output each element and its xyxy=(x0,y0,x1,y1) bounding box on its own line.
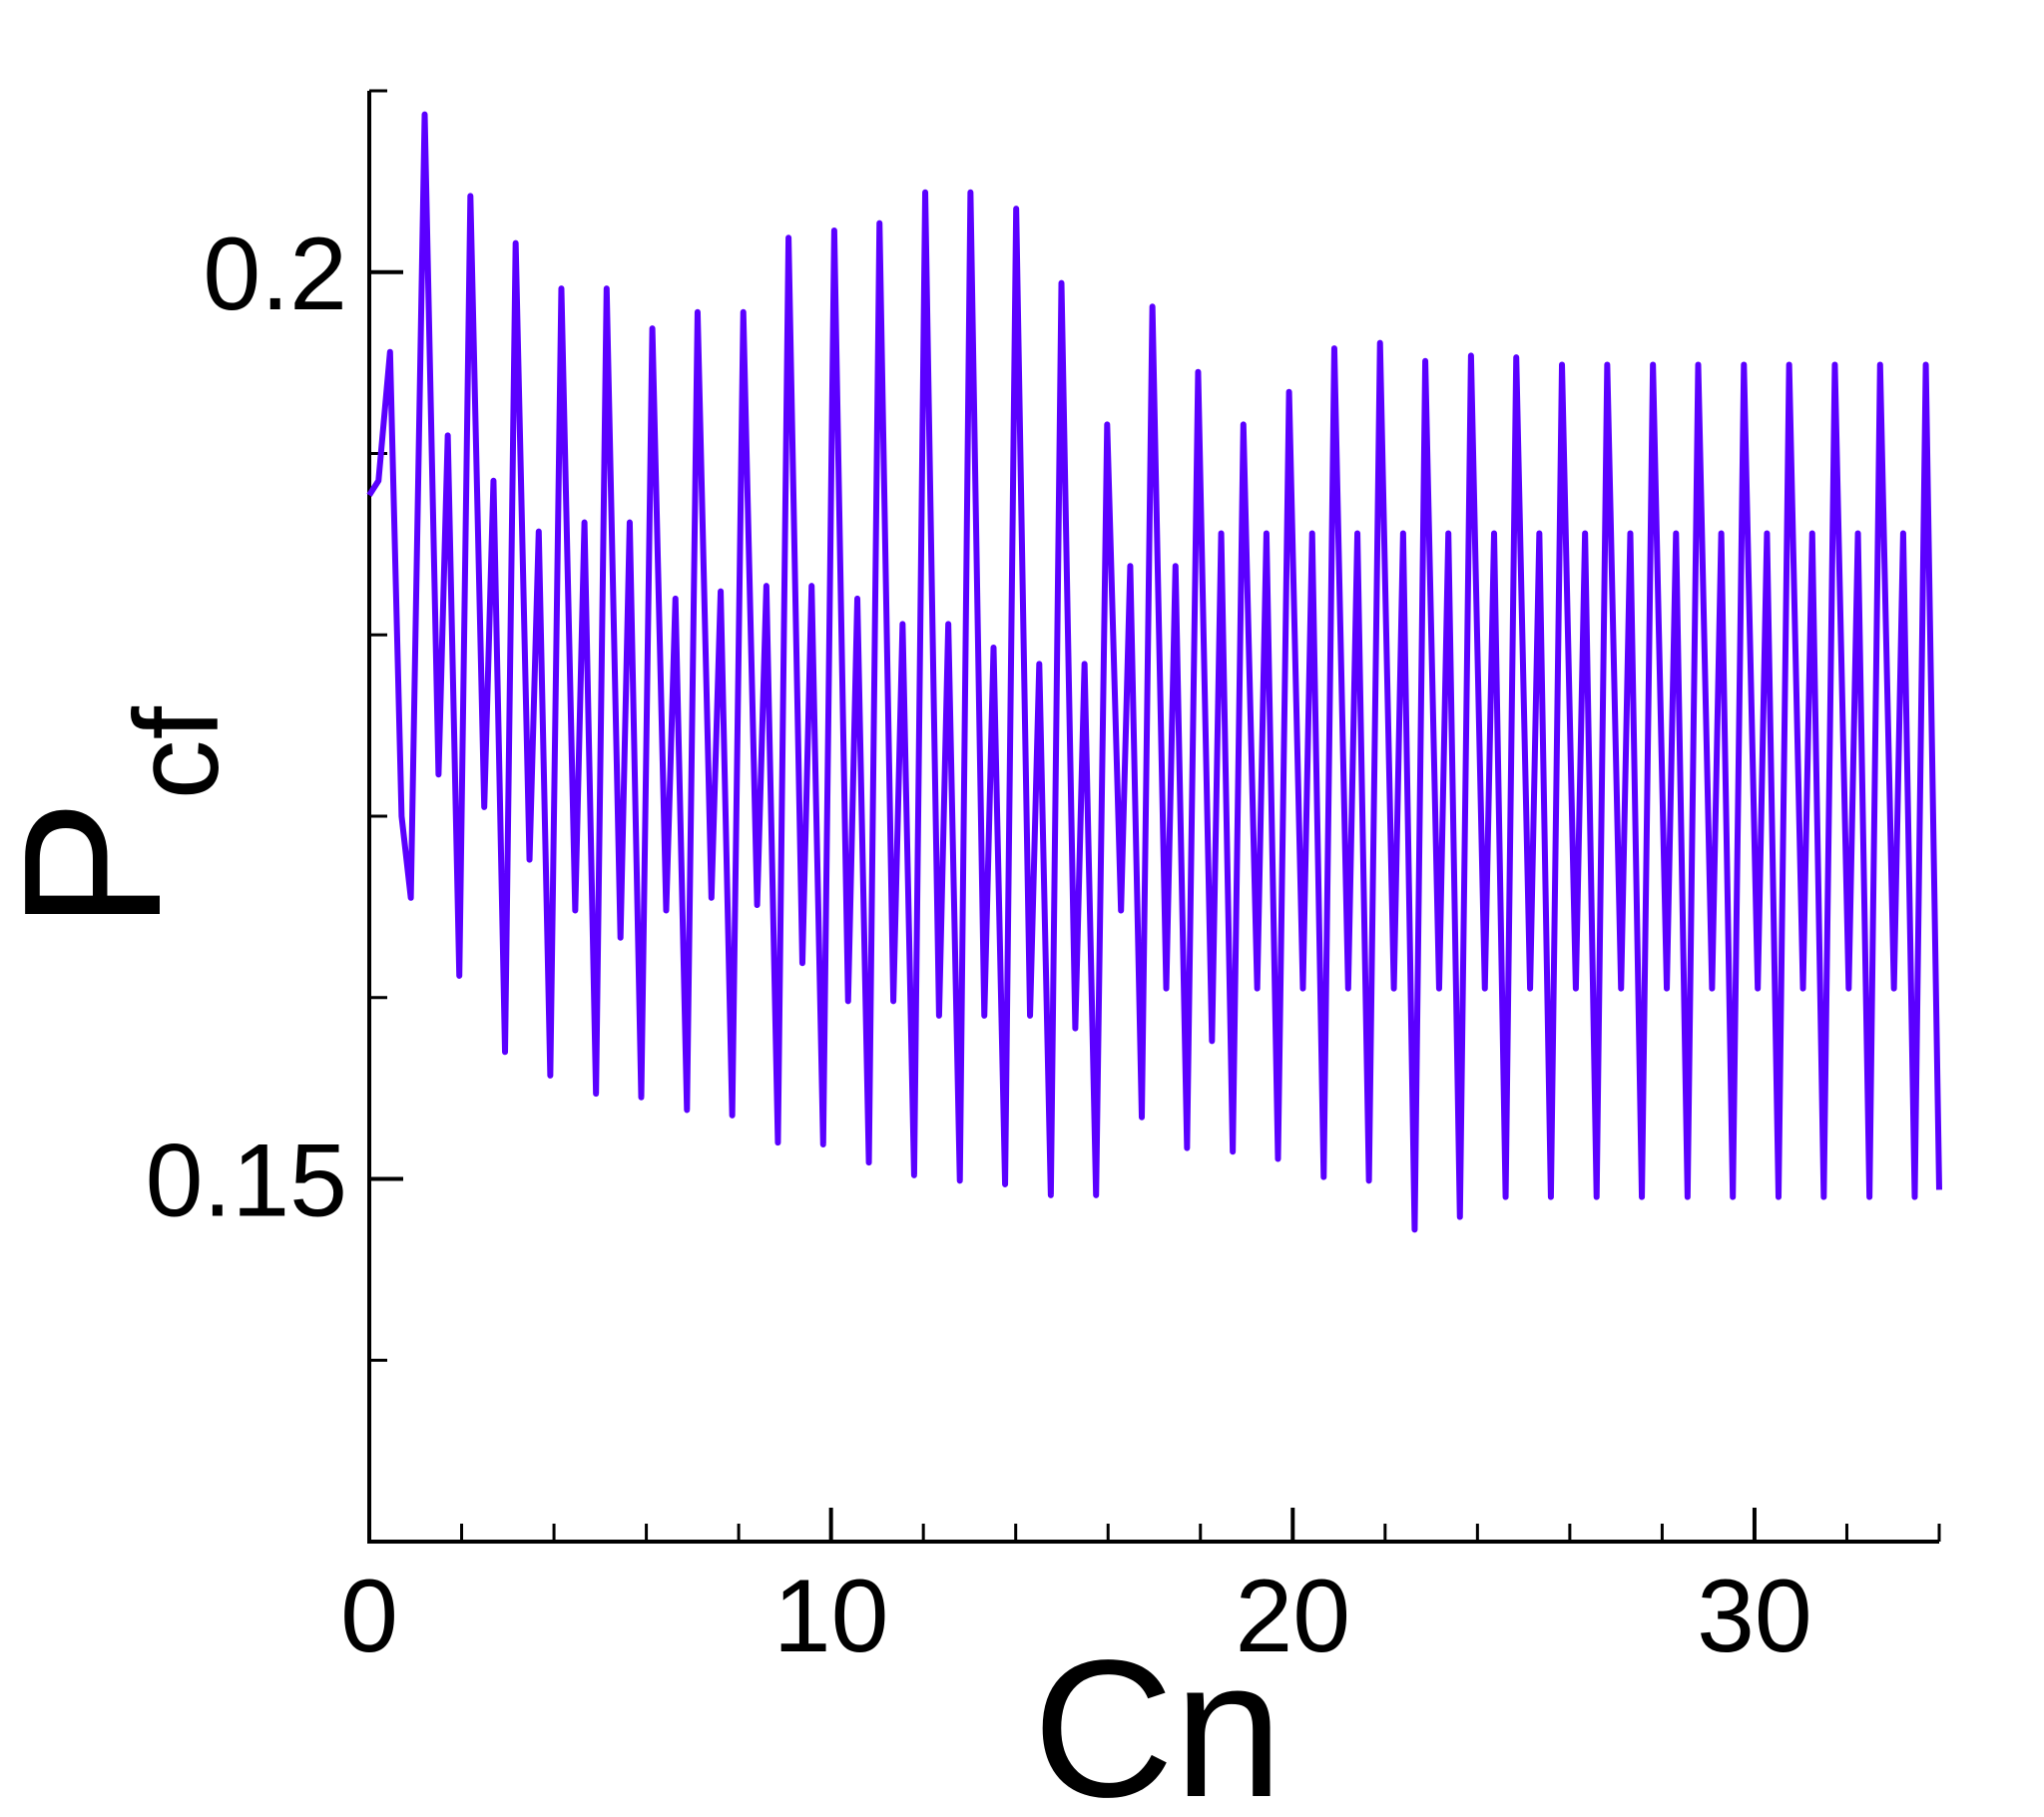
y-tick-label: 0.2 xyxy=(203,217,347,332)
y-axis-label: Pcf xyxy=(0,705,244,930)
x-axis-label: Cn xyxy=(1033,1619,1283,1817)
x-tick-label: 10 xyxy=(773,1559,889,1674)
data-line xyxy=(366,111,1942,1233)
x-tick-label: 0 xyxy=(340,1559,398,1674)
x-tick-label: 20 xyxy=(1235,1559,1350,1674)
y-label-main: P xyxy=(0,799,202,930)
x-tick-label: 30 xyxy=(1697,1559,1812,1674)
y-tick-label: 0.15 xyxy=(146,1124,347,1239)
y-label-subscript: cf xyxy=(110,705,244,799)
